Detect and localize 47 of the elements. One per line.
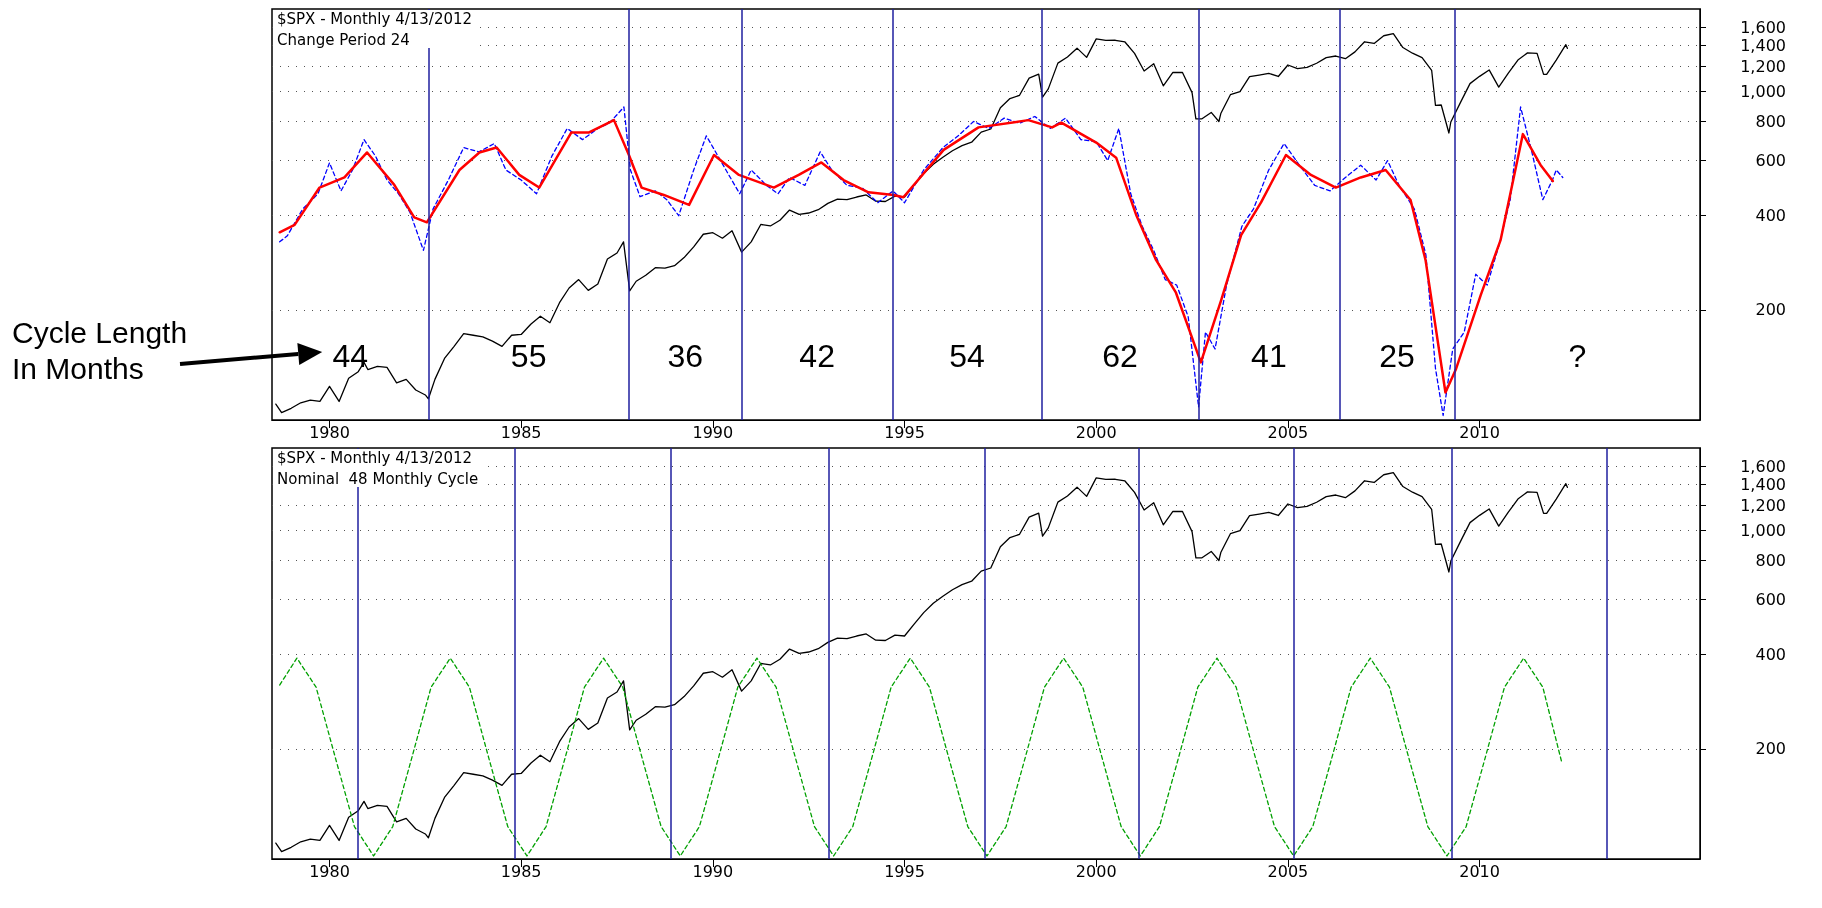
annotation: 55 — [510, 338, 547, 374]
y-tick-label: 1,200 — [1740, 56, 1786, 76]
y-tick-label: 1,600 — [1740, 17, 1786, 37]
x-tick-label: 1985 — [500, 861, 542, 881]
x-tick-label: 1980 — [309, 422, 350, 442]
x-tick-label: 2005 — [1267, 861, 1309, 881]
y-tick-label: 400 — [1755, 645, 1786, 665]
annotation: 36 — [667, 338, 704, 374]
text: Cycle Length In Months — [12, 315, 189, 387]
y-tick-label: 200 — [1755, 300, 1786, 320]
annotation: 44 — [332, 338, 368, 374]
y-tick-label: 1,400 — [1740, 474, 1786, 494]
x-tick-label: 2005 — [1267, 422, 1309, 442]
y-tick-label: 200 — [1755, 739, 1786, 759]
y-tick-label: 800 — [1755, 550, 1786, 570]
x-tick-label: 1980 — [309, 861, 350, 881]
y-tick-label: 1,000 — [1740, 520, 1786, 540]
x-tick-label: 1990 — [692, 422, 734, 442]
chart-title: $SPX - Monthly 4/13/2012 — [277, 448, 473, 467]
y-tick-label: 1,200 — [1740, 495, 1786, 515]
x-tick-label: 1985 — [500, 422, 542, 442]
line-series — [275, 33, 1569, 414]
y-tick-label: 600 — [1755, 590, 1786, 610]
annotation: 25 — [1379, 338, 1415, 374]
chart-title: $SPX - Monthly 4/13/2012 — [277, 9, 473, 28]
annotation: 42 — [799, 338, 835, 374]
y-tick-label: 1,600 — [1740, 456, 1786, 476]
annotation: ? — [1568, 338, 1587, 374]
y-tick-label: 800 — [1755, 111, 1786, 131]
y-tick-label: 1,000 — [1740, 81, 1786, 101]
x-tick-label: 2010 — [1459, 861, 1500, 881]
y-tick-label: 1,400 — [1740, 35, 1786, 55]
annotation: 54 — [949, 338, 985, 374]
annotation: 62 — [1102, 338, 1138, 374]
x-tick-label: 2000 — [1075, 422, 1117, 442]
x-tick-label: 1995 — [884, 861, 925, 881]
text: Nominal 48 Monthly Cycle — [277, 469, 479, 488]
x-tick-label: 1990 — [692, 861, 734, 881]
annotation: 41 — [1251, 338, 1287, 374]
text: Change Period 24 — [277, 30, 410, 49]
line-series — [275, 472, 1569, 853]
x-tick-label: 1995 — [884, 422, 925, 442]
x-tick-label: 2010 — [1459, 422, 1500, 442]
y-tick-label: 400 — [1755, 206, 1786, 226]
y-tick-label: 600 — [1755, 151, 1786, 171]
line-series — [279, 657, 1563, 857]
x-tick-label: 2000 — [1075, 861, 1117, 881]
